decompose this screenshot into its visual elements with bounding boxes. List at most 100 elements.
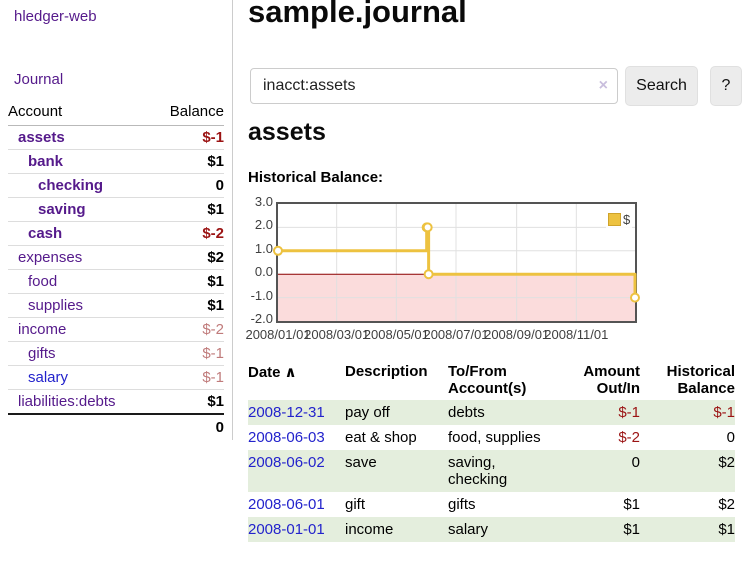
register-header-description: Description bbox=[345, 363, 428, 380]
register-accounts-cell: food, supplies bbox=[448, 429, 541, 446]
account-cell: liabilities:debts bbox=[8, 389, 152, 414]
account-link[interactable]: food bbox=[28, 273, 58, 290]
account-balance: $1 bbox=[151, 197, 224, 222]
search-button[interactable]: Search bbox=[625, 66, 698, 106]
account-link[interactable]: cash bbox=[28, 225, 63, 242]
register-balance-cell: $2 bbox=[718, 496, 735, 513]
chart-x-tick-label: 2008/05/01 bbox=[363, 327, 429, 342]
search-input[interactable] bbox=[250, 68, 618, 104]
chart-x-tick-label: 2008/09/01 bbox=[484, 327, 550, 342]
register-row: 2008-12-31 pay off debts $-1 $-1 bbox=[248, 400, 735, 425]
register-balance-cell: $1 bbox=[718, 521, 735, 538]
chart-y-tick-label: -1.0 bbox=[250, 287, 273, 303]
account-link[interactable]: expenses bbox=[18, 249, 83, 266]
account-cell: income bbox=[8, 317, 152, 342]
chart-y-tick-label: 0.0 bbox=[254, 264, 273, 280]
account-link[interactable]: checking bbox=[38, 177, 104, 194]
account-balance: $1 bbox=[151, 149, 224, 174]
account-row: salary $-1 bbox=[8, 365, 224, 390]
account-row: food $1 bbox=[8, 269, 224, 294]
register-header-balance: Historical Balance bbox=[666, 363, 735, 397]
legend-swatch-icon bbox=[608, 213, 621, 226]
account-cell: food bbox=[8, 269, 152, 294]
accounts-total-spacer bbox=[8, 413, 152, 440]
help-button[interactable]: ? bbox=[710, 66, 742, 106]
register-balance-cell: $-1 bbox=[713, 404, 735, 421]
chart-x-tick-label: 2008/07/01 bbox=[423, 327, 489, 342]
chart-x-tick-label: 2008/11/01 bbox=[544, 327, 609, 342]
register-balance-cell: 0 bbox=[726, 429, 735, 446]
account-row: assets $-1 bbox=[8, 126, 224, 150]
account-row: liabilities:debts $1 bbox=[8, 389, 224, 414]
account-link[interactable]: income bbox=[18, 321, 67, 338]
account-link[interactable]: bank bbox=[28, 153, 64, 170]
chart-legend: $ bbox=[606, 211, 633, 228]
register-date-cell: 2008-12-31 bbox=[248, 400, 345, 425]
chart-y-tick-label: 2.0 bbox=[254, 217, 273, 233]
chart-title: Historical Balance: bbox=[248, 169, 384, 186]
register-amount-cell: $1 bbox=[623, 496, 640, 513]
register-date-cell: 2008-06-03 bbox=[248, 425, 345, 450]
accounts-total-balance: 0 bbox=[151, 413, 224, 440]
account-link[interactable]: liabilities:debts bbox=[18, 393, 116, 410]
account-row: saving $1 bbox=[8, 197, 224, 222]
register-date-cell: 2008-01-01 bbox=[248, 517, 345, 542]
account-cell: assets bbox=[8, 126, 152, 150]
chart-y-tick-label: 3.0 bbox=[254, 194, 273, 209]
register-description-cell: save bbox=[345, 454, 377, 471]
account-cell: checking bbox=[8, 173, 152, 198]
account-balance: $-2 bbox=[151, 221, 224, 246]
account-link[interactable]: saving bbox=[38, 201, 86, 218]
balance-chart[interactable]: 3.0 2.0 1.0 0.0 -1.0 -2.0 2008/01/01 2008/03/0… bbox=[245, 194, 742, 350]
chart-y-tick-label: 1.0 bbox=[254, 240, 273, 256]
account-balance: $-1 bbox=[151, 365, 224, 390]
register-amount-cell: $1 bbox=[623, 521, 640, 538]
register-accounts-cell: debts bbox=[448, 404, 485, 421]
account-balance: 0 bbox=[151, 173, 224, 198]
account-balance: $-2 bbox=[151, 317, 224, 342]
accounts-header-account: Account bbox=[8, 100, 152, 126]
accounts-header-balance: Balance bbox=[151, 100, 224, 126]
clear-search-icon[interactable]: × bbox=[598, 77, 608, 94]
account-link[interactable]: gifts bbox=[28, 345, 56, 362]
register-amount-cell: $-2 bbox=[618, 429, 640, 446]
register-date-cell: 2008-06-02 bbox=[248, 450, 345, 492]
account-balance: $1 bbox=[151, 293, 224, 318]
search-form: × Search ? bbox=[248, 66, 742, 106]
register-date-cell: 2008-06-01 bbox=[248, 492, 345, 517]
register-description-cell: eat & shop bbox=[345, 429, 417, 446]
account-cell: saving bbox=[8, 197, 152, 222]
account-row: expenses $2 bbox=[8, 245, 224, 270]
register-description-cell: pay off bbox=[345, 404, 390, 421]
register-accounts-cell: gifts bbox=[448, 496, 476, 513]
journal-link[interactable]: Journal bbox=[14, 71, 64, 88]
app-brand-link[interactable]: hledger-web bbox=[14, 8, 97, 25]
account-balance: $-1 bbox=[202, 129, 224, 146]
register-description-cell: income bbox=[345, 521, 394, 538]
account-balance: $-1 bbox=[151, 341, 224, 366]
account-row: bank $1 bbox=[8, 149, 224, 174]
account-link[interactable]: assets bbox=[18, 129, 65, 146]
transaction-date-link[interactable]: 2008-06-02 bbox=[248, 454, 325, 471]
account-row: cash $-2 bbox=[8, 221, 224, 246]
main-content: sample.journal × Search ? assets Histori… bbox=[245, 0, 742, 582]
page-title: sample.journal bbox=[248, 0, 467, 29]
account-row: income $-2 bbox=[8, 317, 224, 342]
accounts-total-row: 0 bbox=[8, 413, 224, 440]
account-row: supplies $1 bbox=[8, 293, 224, 318]
register-header-date[interactable]: Date ∧ bbox=[248, 364, 297, 381]
accounts-header-row: Account Balance bbox=[8, 100, 224, 126]
account-link[interactable]: supplies bbox=[28, 297, 84, 314]
transaction-date-link[interactable]: 2008-01-01 bbox=[248, 521, 325, 538]
account-heading: assets bbox=[248, 118, 326, 146]
transaction-date-link[interactable]: 2008-12-31 bbox=[248, 404, 325, 421]
register-amount-cell: $-1 bbox=[618, 404, 640, 421]
register-row: 2008-06-01 gift gifts $1 $2 bbox=[248, 492, 735, 517]
transaction-date-link[interactable]: 2008-06-01 bbox=[248, 496, 325, 513]
register-description-cell: gift bbox=[345, 496, 366, 513]
account-link[interactable]: salary bbox=[28, 369, 69, 386]
chart-plot-area[interactable] bbox=[273, 202, 640, 323]
register-header-amount: Amount Out/In bbox=[583, 363, 640, 397]
sort-asc-icon: ∧ bbox=[284, 364, 297, 381]
transaction-date-link[interactable]: 2008-06-03 bbox=[248, 429, 325, 446]
